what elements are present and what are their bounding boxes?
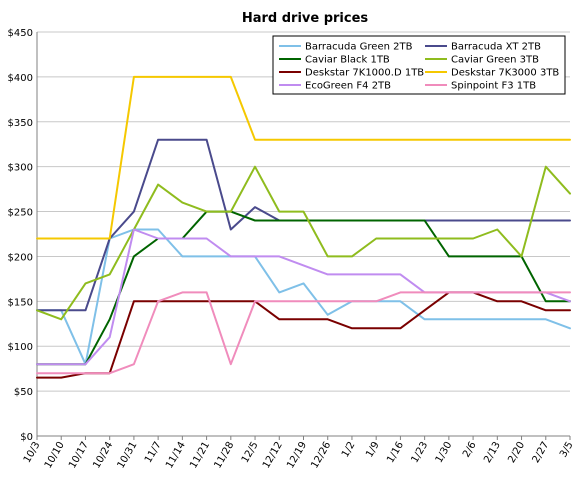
y-axis-ticks: $0 $50 $100 $150 $200 $250 $300 $350 $400 $450 <box>8 28 33 443</box>
legend-label-caviar-green-3tb: Caviar Green 3TB <box>451 55 539 66</box>
y-tick-label: $300 <box>8 163 33 174</box>
legend-label-deskstar-7k3000-3tb: Deskstar 7K3000 3TB <box>451 68 559 79</box>
series-line-caviar-black-1tb <box>36 210 571 366</box>
y-tick-label: $350 <box>8 118 33 129</box>
y-tick-label: $250 <box>8 208 33 219</box>
legend: Barracuda Green 2TB Barracuda XT 2TB Cavia… <box>272 35 566 95</box>
series-line-barracuda-green-2tb <box>36 228 571 366</box>
y-tick-label: $50 <box>14 387 33 398</box>
legend-label-caviar-black-1tb: Caviar Black 1TB <box>305 55 390 66</box>
legend-label-barracuda-green-2tb: Barracuda Green 2TB <box>305 42 413 53</box>
y-tick-label: $200 <box>8 252 33 263</box>
series-line-spinpoint-f3-1tb <box>36 291 571 375</box>
series-line-deskstar-7k3000-3tb <box>36 75 571 240</box>
y-tick-label: $100 <box>8 342 33 353</box>
legend-label-deskstar-7k1000-d-1tb: Deskstar 7K1000.D 1TB <box>305 68 424 79</box>
legend-label-spinpoint-f3-1tb: Spinpoint F3 1TB <box>451 81 536 92</box>
axes <box>36 32 570 437</box>
legend-label-ecogreen-f4-2tb: EcoGreen F4 2TB <box>305 81 391 92</box>
series-lines <box>36 75 571 379</box>
legend-box <box>272 35 566 95</box>
y-tick-label: $0 <box>20 432 33 443</box>
chart-title: Hard drive prices <box>242 11 369 26</box>
y-tick-label: $450 <box>8 28 33 39</box>
legend-label-barracuda-xt-2tb: Barracuda XT 2TB <box>451 42 541 53</box>
y-tick-label: $150 <box>8 297 33 308</box>
y-tick-label: $400 <box>8 73 33 84</box>
series-line-deskstar-7k1000-d-1tb <box>36 291 571 379</box>
series-line-caviar-green-3tb <box>36 165 571 321</box>
